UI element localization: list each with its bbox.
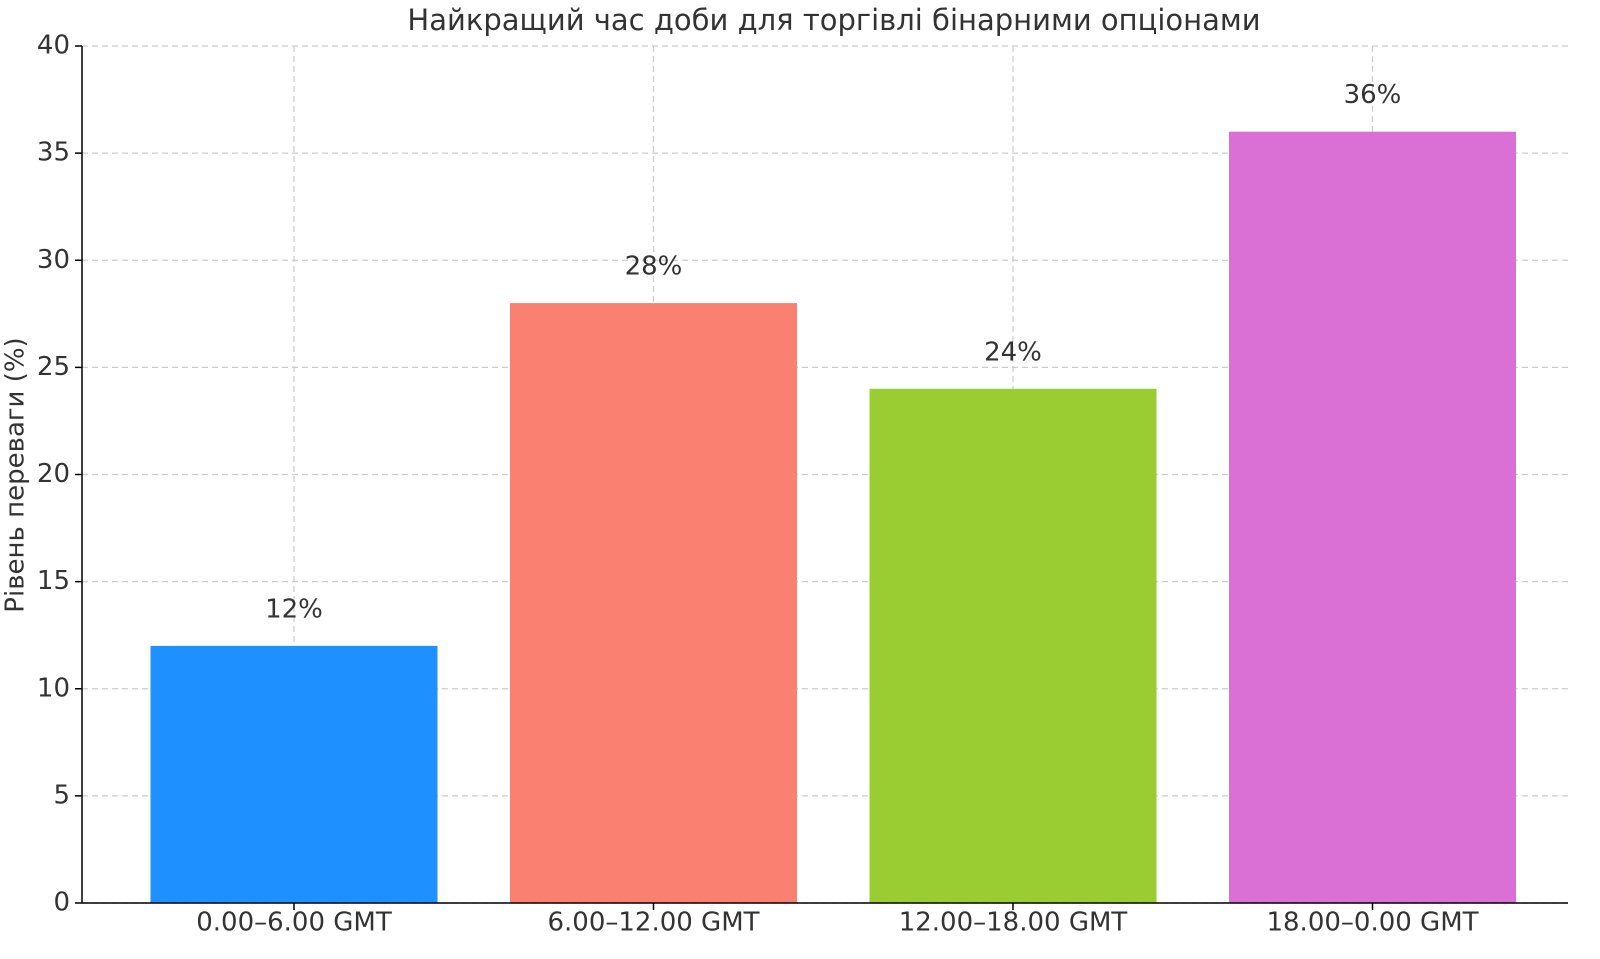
- y-tick-label: 40: [37, 31, 70, 61]
- y-tick-label: 10: [37, 673, 70, 703]
- y-tick-label: 20: [37, 459, 70, 489]
- chart-title: Найкращий час доби для торгівлі бінарним…: [407, 3, 1260, 37]
- y-tick-label: 15: [37, 566, 70, 596]
- y-axis-label: Рівень переваги (%): [1, 337, 31, 612]
- y-tick-label: 0: [53, 888, 70, 918]
- y-tick-label: 30: [37, 245, 70, 275]
- x-tick-label: 6.00–12.00 GMT: [547, 908, 759, 938]
- value-label: 36%: [1344, 80, 1402, 110]
- bar: [1229, 131, 1516, 903]
- y-tick-label: 25: [37, 352, 70, 382]
- x-tick-label: 18.00–0.00 GMT: [1266, 908, 1478, 938]
- value-label: 24%: [984, 337, 1042, 367]
- y-tick-label: 5: [53, 780, 70, 810]
- y-tick-label: 35: [37, 138, 70, 168]
- value-label: 12%: [265, 594, 323, 624]
- value-label: 28%: [625, 252, 683, 282]
- bar: [150, 645, 438, 903]
- bar: [869, 388, 1157, 903]
- bar: [510, 303, 797, 904]
- x-tick-label: 0.00–6.00 GMT: [196, 908, 392, 938]
- x-tick-label: 12.00–18.00 GMT: [899, 908, 1128, 938]
